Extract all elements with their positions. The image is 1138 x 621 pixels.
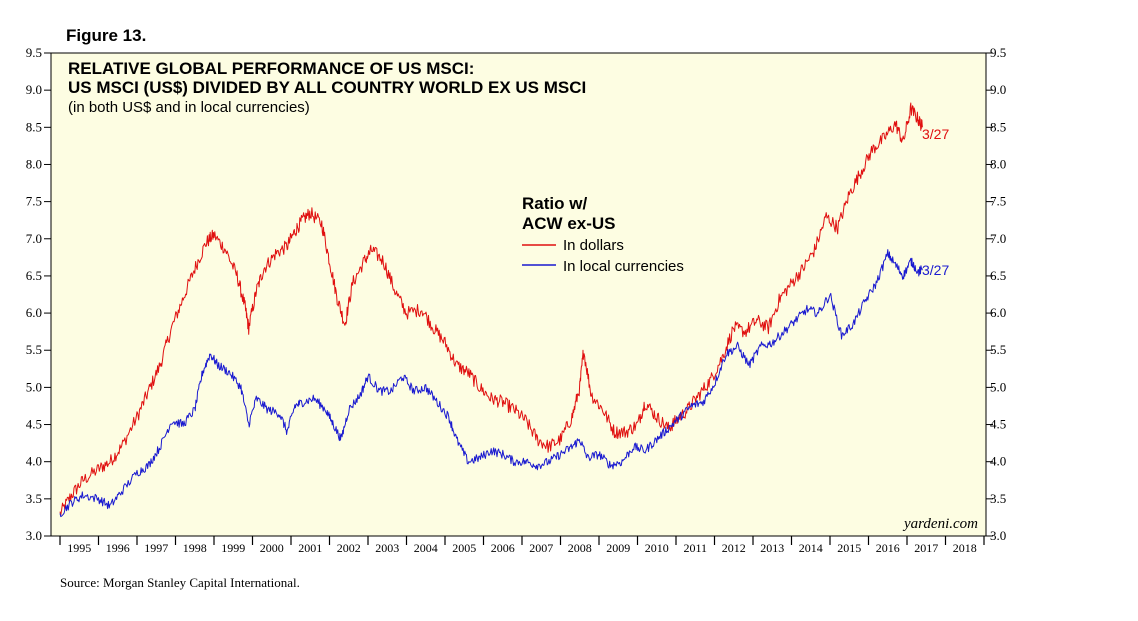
y-tick-label-left: 8.5 <box>26 119 42 134</box>
legend-label-local: In local currencies <box>563 258 684 275</box>
x-tick-label: 2001 <box>298 541 322 555</box>
y-tick-label-left: 5.0 <box>26 379 42 394</box>
legend-label-dollars: In dollars <box>563 237 624 254</box>
y-tick-label-left: 8.0 <box>26 156 42 171</box>
y-tick-label-right: 6.5 <box>990 268 1006 283</box>
y-tick-label-right: 7.0 <box>990 231 1006 246</box>
x-tick-label: 2002 <box>337 541 361 555</box>
x-tick-label: 2008 <box>568 541 592 555</box>
x-tick-label: 1995 <box>67 541 91 555</box>
y-tick-label-right: 8.0 <box>990 156 1006 171</box>
x-tick-label: 2014 <box>799 541 823 555</box>
y-tick-label-right: 5.5 <box>990 342 1006 357</box>
x-tick-label: 2011 <box>683 541 707 555</box>
x-tick-label: 2018 <box>953 541 977 555</box>
y-tick-label-right: 8.5 <box>990 119 1006 134</box>
y-tick-label-right: 5.0 <box>990 379 1006 394</box>
x-tick-label: 2009 <box>606 541 630 555</box>
chart-title: RELATIVE GLOBAL PERFORMANCE OF US MSCI: <box>68 59 474 78</box>
y-tick-label-left: 7.0 <box>26 231 42 246</box>
x-tick-label: 2006 <box>491 541 515 555</box>
x-tick-label: 2005 <box>452 541 476 555</box>
x-tick-label: 2015 <box>837 541 861 555</box>
x-tick-label: 1999 <box>221 541 245 555</box>
y-tick-label-left: 6.5 <box>26 268 42 283</box>
y-tick-label-left: 3.5 <box>26 491 42 506</box>
y-tick-label-right: 4.5 <box>990 417 1006 432</box>
x-tick-label: 2010 <box>645 541 669 555</box>
x-axis: 1995 1996 1997 1998 1999 2000 2001 2002 2003 2004… <box>59 536 985 555</box>
y-tick-label-left: 4.5 <box>26 417 42 432</box>
series-layer <box>59 102 923 518</box>
series-line-dollars <box>59 102 923 516</box>
y-tick-label-left: 9.5 <box>26 45 42 60</box>
x-tick-label: 2016 <box>876 541 900 555</box>
figure-label: Figure 13. <box>66 26 146 45</box>
source-note: Source: Morgan Stanley Capital Internati… <box>60 575 300 590</box>
x-tick-label: 2004 <box>414 541 438 555</box>
chart-subtitle: US MSCI (US$) DIVIDED BY ALL COUNTRY WOR… <box>68 78 586 97</box>
end-label-local: 3/27 <box>922 262 949 278</box>
y-tick-label-left: 9.0 <box>26 82 42 97</box>
legend: Ratio w/ ACW ex-US In dollars In local c… <box>522 194 684 275</box>
series-line-local <box>59 249 923 518</box>
y-tick-label-left: 6.0 <box>26 305 42 320</box>
end-label-dollars: 3/27 <box>922 126 949 142</box>
x-tick-label: 2007 <box>529 541 553 555</box>
y-axis-left: 3.0 3.5 4.0 4.5 5.0 5.5 6.0 6.5 7.0 7.5 8.0 8.5 9.0 9… <box>26 45 51 543</box>
y-axis-right: 3.0 3.5 4.0 4.5 5.0 5.5 6.0 6.5 7.0 7.5 8.0 8.5 9.0 9… <box>986 45 1006 543</box>
x-tick-label: 2017 <box>914 541 938 555</box>
x-tick-label: 2012 <box>722 541 746 555</box>
legend-title-line1: Ratio w/ <box>522 194 587 213</box>
y-tick-label-left: 7.5 <box>26 194 42 209</box>
y-tick-label-left: 4.0 <box>26 454 42 469</box>
y-tick-label-right: 9.0 <box>990 82 1006 97</box>
y-tick-label-right: 3.5 <box>990 491 1006 506</box>
x-tick-label: 2003 <box>375 541 399 555</box>
legend-title-line2: ACW ex-US <box>522 214 616 233</box>
x-tick-label: 1997 <box>144 541 168 555</box>
y-tick-label-left: 5.5 <box>26 342 42 357</box>
chart-note: (in both US$ and in local currencies) <box>68 99 310 116</box>
x-tick-label: 2013 <box>760 541 784 555</box>
y-tick-label-right: 9.5 <box>990 45 1006 60</box>
y-tick-label-right: 7.5 <box>990 194 1006 209</box>
x-tick-label: 1998 <box>183 541 207 555</box>
y-tick-label-right: 6.0 <box>990 305 1006 320</box>
y-tick-label-right: 4.0 <box>990 454 1006 469</box>
x-tick-label: 1996 <box>106 541 130 555</box>
watermark: yardeni.com <box>902 516 978 532</box>
x-tick-label: 2000 <box>260 541 284 555</box>
y-tick-label-right: 3.0 <box>990 528 1006 543</box>
y-tick-label-left: 3.0 <box>26 528 42 543</box>
